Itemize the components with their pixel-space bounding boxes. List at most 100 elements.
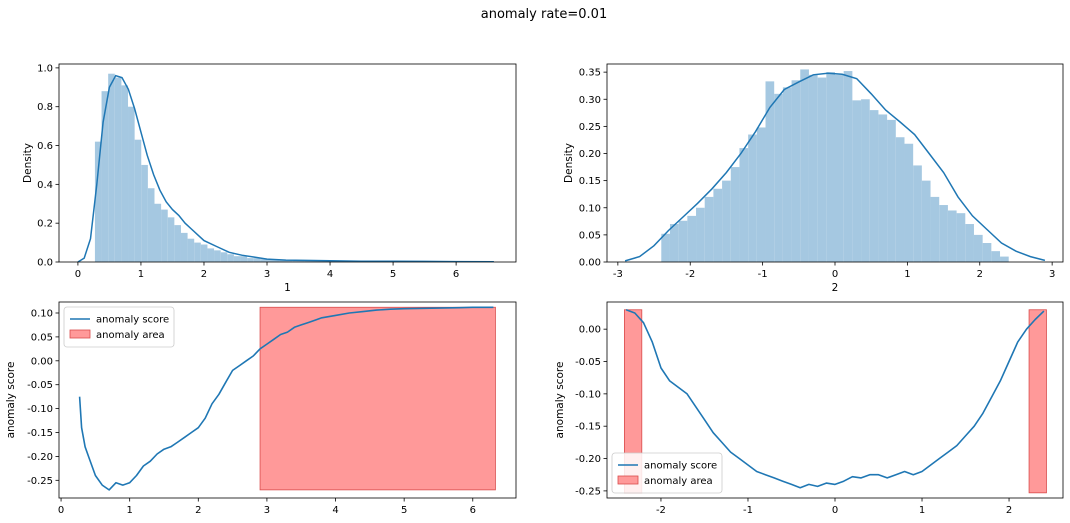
- histogram-bar: [121, 85, 129, 262]
- histogram-bar: [260, 259, 268, 262]
- histogram-bar: [207, 248, 215, 262]
- x-tick-label: -2: [685, 269, 695, 280]
- histogram-bar: [240, 256, 248, 262]
- histogram-bar: [956, 213, 966, 262]
- legend-label: anomaly score: [96, 315, 169, 326]
- histogram-bar: [913, 165, 922, 262]
- plot-area: [624, 309, 1047, 494]
- histogram-bar: [214, 250, 221, 262]
- y-tick-label: 1.0: [37, 63, 53, 74]
- x-tick-label: 1: [138, 269, 144, 280]
- figure-suptitle: anomaly rate=0.01: [481, 7, 607, 22]
- histogram-bar: [233, 256, 241, 262]
- x-axis-label: 2: [832, 282, 839, 294]
- histogram-bar: [843, 71, 853, 262]
- histogram-bar: [947, 210, 957, 262]
- anomaly-score-line: [78, 306, 494, 491]
- y-tick-label: 0.05: [31, 332, 53, 343]
- histogram-bar: [800, 69, 809, 262]
- y-tick-label: 0.10: [31, 308, 53, 319]
- legend: anomaly score anomaly area: [611, 452, 723, 494]
- histogram-bar: [887, 119, 896, 262]
- histogram-bar: [267, 259, 280, 262]
- histogram-bar: [194, 242, 201, 262]
- axes-frame: [58, 301, 517, 499]
- kde-line: [624, 72, 1046, 262]
- kde-line: [77, 74, 494, 262]
- legend-area-swatch: [617, 475, 639, 485]
- legend-box: [611, 452, 723, 494]
- y-tick-label: 0.15: [579, 176, 601, 187]
- histogram-bar: [180, 232, 188, 262]
- histogram-bar: [696, 207, 705, 262]
- histogram-bar: [739, 148, 749, 262]
- plot-area: [77, 73, 494, 262]
- histogram-bar: [730, 167, 740, 262]
- x-tick-label: 1: [904, 269, 910, 280]
- x-tick-label: 5: [390, 269, 396, 280]
- histogram-bar: [808, 74, 818, 262]
- y-tick-label: 0.35: [579, 68, 601, 79]
- anomaly-area: [1028, 309, 1047, 494]
- y-axis-label: Density: [22, 143, 34, 183]
- histogram-bar: [973, 234, 983, 262]
- histogram-bar: [661, 233, 670, 262]
- x-tick-label: 0: [832, 269, 838, 280]
- x-tick-label: 6: [470, 505, 476, 516]
- histogram-bar: [869, 110, 879, 262]
- y-tick-label: 0.00: [579, 258, 601, 269]
- histogram-bar: [220, 252, 228, 262]
- legend-box: [63, 306, 175, 348]
- y-tick-label: 0.25: [579, 122, 601, 133]
- y-tick-label: -0.15: [27, 428, 53, 439]
- histogram-bar: [167, 217, 175, 262]
- x-tick-label: 6: [453, 269, 459, 280]
- histogram-bar: [1000, 256, 1009, 262]
- x-tick-label: -1: [758, 269, 768, 280]
- x-tick-label: 2: [201, 269, 207, 280]
- x-tick-label: 2: [1006, 505, 1012, 516]
- y-tick-label: 0.2: [37, 219, 53, 230]
- y-tick-label: 0.4: [37, 180, 53, 191]
- y-tick-label: 0.8: [37, 102, 53, 113]
- y-tick-label: -0.10: [27, 404, 53, 415]
- histogram-bar: [756, 127, 766, 262]
- histogram-bar: [304, 260, 318, 262]
- histogram-bar: [748, 134, 757, 262]
- subplot-4: -2 -1 0 1 2 -0.25 -0.20 -0.15 -0.10 -0.05 0.00 anom…: [554, 301, 1064, 516]
- histogram-bar: [904, 143, 914, 262]
- y-tick-label: 0.6: [37, 141, 53, 152]
- histogram-bar: [114, 77, 122, 262]
- x-tick-label: 3: [264, 505, 270, 516]
- histogram-bar: [835, 74, 844, 262]
- x-tick-label: 2: [977, 269, 983, 280]
- histogram-bar: [895, 137, 905, 262]
- x-axis-label: 1: [284, 282, 291, 294]
- y-axis-label: anomaly score: [554, 362, 566, 439]
- subplot-2: -3 -2 -1 0 1 2 3 0.00 0.05 0.10 0.15 0.20 0.25 0.30 0.…: [563, 63, 1064, 294]
- y-tick-label: -0.25: [27, 476, 53, 487]
- x-tick-label: 0: [58, 505, 64, 516]
- histogram-bar: [965, 224, 974, 262]
- histogram-bar: [108, 73, 115, 262]
- histogram-bar: [765, 81, 775, 262]
- histogram-bar: [134, 139, 142, 262]
- x-tick-label: -2: [656, 505, 666, 516]
- histogram-bar: [826, 72, 835, 262]
- axes-frame: [58, 63, 517, 263]
- histogram-bar: [147, 188, 155, 262]
- histogram-bar: [782, 87, 792, 262]
- subplot-1: 0 1 2 3 4 5 6 0.0 0.2 0.4 0.6 0.8 1.0 1 Density: [22, 63, 517, 294]
- histogram-bar: [878, 114, 888, 262]
- histogram-bar: [930, 196, 940, 262]
- histogram-bar: [227, 254, 234, 262]
- anomaly-area: [259, 306, 496, 491]
- plot-area: [624, 69, 1046, 262]
- y-tick-label: 0.10: [579, 203, 601, 214]
- x-tick-label: 4: [327, 269, 333, 280]
- histogram-bar: [982, 243, 992, 262]
- histogram-bar: [921, 180, 931, 262]
- histogram-bar: [200, 244, 208, 262]
